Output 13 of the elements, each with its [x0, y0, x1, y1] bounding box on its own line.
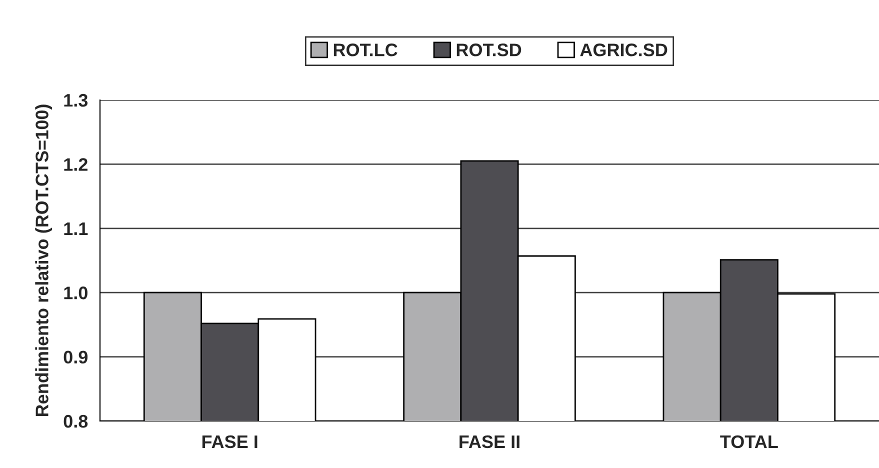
- y-tick-label: 1.1: [64, 222, 88, 235]
- y-tick-label: 1.0: [64, 286, 88, 300]
- x-tick-label: FASE II: [460, 435, 520, 448]
- x-tick-label: FASE I: [202, 435, 258, 448]
- y-tick-label: 1.2: [64, 158, 88, 171]
- x-tick-label: TOTAL: [720, 435, 778, 448]
- y-tick-label: 1.3: [64, 94, 88, 107]
- legend-label: AGRIC.SD: [580, 44, 668, 56]
- y-tick-label: 0.9: [64, 350, 88, 364]
- legend-label: ROT.SD: [456, 44, 522, 56]
- y-tick-label: 0.8: [64, 414, 88, 428]
- legend-label: ROT.LC: [334, 44, 398, 56]
- y-axis-title: Rendimiento relativo (ROT.CTS=100): [35, 104, 52, 416]
